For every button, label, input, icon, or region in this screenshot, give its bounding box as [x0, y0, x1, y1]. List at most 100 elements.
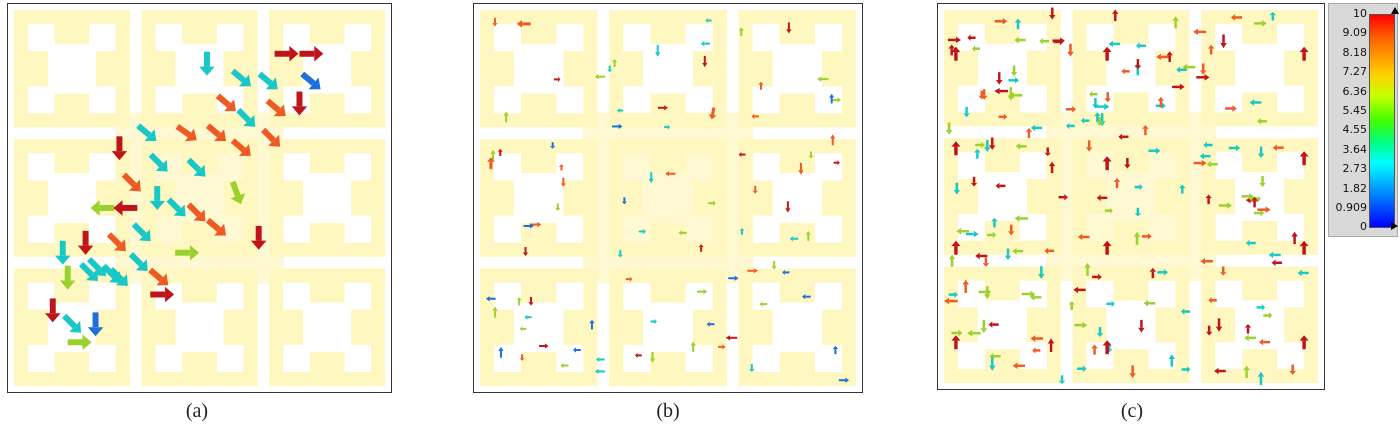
- pattern-notch: [27, 180, 48, 216]
- current-arrow: [638, 228, 646, 235]
- colorbar-tick: 8.18: [1342, 45, 1368, 59]
- current-arrow: [953, 182, 961, 195]
- pattern-strip: [1304, 138, 1319, 255]
- pattern-strip: [13, 9, 28, 128]
- current-arrow: [261, 127, 281, 147]
- pattern-notch: [521, 93, 557, 114]
- fractal-pattern: [13, 9, 386, 387]
- pattern-notch: [1242, 23, 1278, 44]
- current-arrow: [205, 123, 227, 142]
- pattern-notch: [309, 153, 345, 174]
- pattern-notch: [283, 51, 304, 87]
- colorbar-tick: 10: [1353, 7, 1367, 20]
- pattern-notch: [623, 309, 644, 345]
- current-arrow: [980, 319, 988, 334]
- current-arrow: [738, 27, 744, 37]
- pattern-notch: [957, 50, 978, 86]
- pattern-notch: [1086, 307, 1107, 343]
- current-arrow: [1044, 247, 1055, 255]
- pattern-strip: [13, 242, 130, 257]
- current-arrow: [982, 257, 990, 267]
- current-arrow: [1218, 202, 1232, 209]
- current-arrow: [1263, 312, 1273, 319]
- current-arrow: [1297, 269, 1309, 277]
- current-arrow: [1039, 37, 1050, 45]
- current-arrow: [1010, 65, 1018, 77]
- current-arrow: [555, 203, 561, 211]
- pattern-notch: [182, 352, 217, 373]
- current-arrow: [45, 298, 61, 323]
- panel-a-plot: [13, 9, 386, 387]
- current-arrow: [801, 294, 811, 300]
- current-arrow: [1134, 183, 1143, 191]
- current-arrow: [749, 364, 755, 372]
- pattern-notch: [984, 349, 1020, 370]
- current-arrow: [1104, 207, 1113, 214]
- current-arrow: [274, 45, 299, 62]
- current-arrow: [1219, 266, 1227, 276]
- pattern-strip: [738, 139, 857, 154]
- pattern-notch: [779, 352, 815, 373]
- pattern-notch: [521, 23, 557, 44]
- current-arrows: [45, 45, 324, 351]
- current-arrow: [1244, 334, 1256, 342]
- current-arrow: [560, 362, 569, 369]
- colorbar-tick: 3.64: [1342, 142, 1368, 156]
- pattern-notch: [1113, 92, 1149, 113]
- current-arrow: [523, 223, 534, 229]
- pattern-notch: [182, 282, 217, 303]
- current-arrow: [1112, 9, 1119, 22]
- caption-c: (c): [1120, 400, 1144, 422]
- current-arrow: [1249, 99, 1262, 106]
- current-arrow: [528, 296, 534, 306]
- colorbar-tick: 0: [1360, 220, 1367, 233]
- current-arrow: [1048, 161, 1056, 174]
- current-arrow: [996, 72, 1003, 85]
- pattern-strip: [371, 268, 386, 387]
- current-arrow: [728, 275, 739, 281]
- pattern-notch: [1284, 50, 1305, 86]
- current-arrow: [635, 352, 642, 358]
- pattern-strip: [1175, 266, 1190, 384]
- pattern-strip: [609, 372, 727, 387]
- current-arrow: [1102, 46, 1112, 61]
- pattern-notch: [1242, 349, 1278, 370]
- pattern-strip: [115, 268, 130, 387]
- pattern-strip: [479, 268, 598, 283]
- pattern-notch: [822, 309, 843, 345]
- current-arrow: [758, 81, 764, 90]
- current-arrow: [980, 89, 988, 100]
- current-arrow: [665, 171, 676, 177]
- colorbar-tick: 4.55: [1342, 123, 1368, 137]
- current-arrow: [1007, 224, 1015, 236]
- pattern-strip: [141, 268, 156, 387]
- pattern-strip: [1201, 266, 1319, 281]
- current-arrow: [962, 279, 969, 293]
- pattern-notch: [1026, 179, 1047, 214]
- current-arrow: [1196, 74, 1210, 81]
- pattern-strip: [141, 9, 156, 128]
- current-arrow: [1143, 300, 1156, 307]
- pattern-strip: [943, 9, 958, 127]
- current-arrow: [951, 46, 961, 61]
- pattern-notch: [957, 179, 978, 214]
- colorbar-tick: 5.45: [1342, 104, 1368, 117]
- current-arrow: [975, 141, 985, 149]
- pattern-notch: [1242, 152, 1278, 173]
- current-arrow: [1206, 161, 1218, 168]
- current-arrow: [265, 98, 286, 117]
- current-arrow: [987, 231, 997, 239]
- current-arrow: [1214, 367, 1226, 375]
- current-arrow: [1118, 133, 1129, 141]
- current-arrow: [1225, 105, 1237, 112]
- pattern-notch: [1155, 307, 1176, 343]
- current-arrow: [830, 134, 836, 146]
- current-arrow: [1053, 38, 1064, 46]
- current-arrow: [948, 291, 958, 298]
- current-arrow: [1044, 147, 1051, 156]
- pattern-notch: [779, 153, 815, 174]
- current-arrow: [1289, 364, 1296, 375]
- current-arrow: [67, 334, 92, 351]
- pattern-strip: [738, 268, 753, 387]
- current-arrow: [700, 41, 710, 47]
